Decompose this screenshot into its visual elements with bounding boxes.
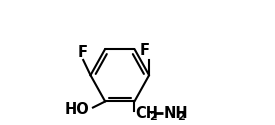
- Text: 2: 2: [149, 112, 156, 122]
- Text: F: F: [140, 43, 150, 58]
- Text: NH: NH: [163, 106, 188, 120]
- Text: F: F: [77, 44, 87, 60]
- Text: 2: 2: [177, 112, 185, 122]
- Text: HO: HO: [65, 102, 89, 117]
- Text: CH: CH: [135, 106, 158, 120]
